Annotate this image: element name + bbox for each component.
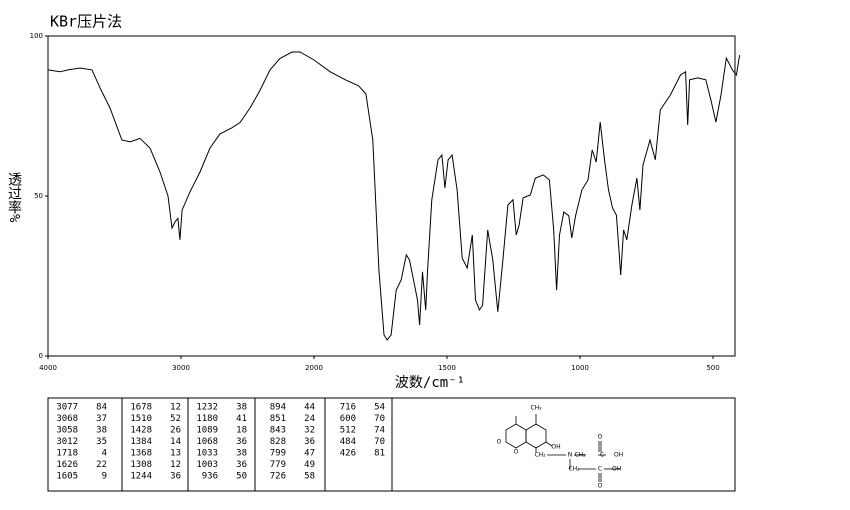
peak-transmittance: 32 [304, 426, 315, 436]
peak-wavenumber: 1308 [130, 460, 152, 470]
peak-wavenumber: 851 [270, 414, 286, 424]
table-dividers [121, 398, 393, 491]
peak-wavenumber: 894 [270, 403, 286, 413]
structure-label: OH [612, 466, 621, 473]
peak-transmittance: 24 [304, 414, 315, 424]
peak-wavenumber: 426 [340, 449, 356, 459]
structure-label: OH [614, 452, 623, 459]
x-tick-label: 1000 [571, 364, 589, 372]
peak-transmittance: 36 [236, 437, 247, 447]
peak-transmittance: 84 [96, 403, 107, 413]
peak-wavenumber: 3012 [56, 437, 78, 447]
peak-wavenumber: 1384 [130, 437, 152, 447]
peak-transmittance: 12 [170, 460, 181, 470]
structure-label: O [598, 483, 603, 490]
peak-wavenumber: 512 [340, 426, 356, 436]
structure-label: CH₂ [568, 466, 580, 473]
peak-transmittance: 36 [236, 460, 247, 470]
peak-wavenumber: 600 [340, 414, 356, 424]
structure-label: C [600, 452, 604, 459]
peak-transmittance: 52 [170, 414, 181, 424]
structure-bonds [505, 414, 620, 482]
structure-label: CH₂ [534, 452, 546, 459]
y-tick-label: 50 [34, 192, 43, 200]
peak-transmittance: 44 [304, 403, 315, 413]
peak-transmittance: 9 [102, 472, 107, 482]
peak-transmittance: 38 [236, 403, 247, 413]
y-tick-label: 0 [39, 352, 43, 360]
peak-wavenumber: 716 [340, 403, 356, 413]
y-axis-label: 透过率% [6, 172, 22, 223]
peak-transmittance: 41 [236, 414, 247, 424]
structure-label: O [598, 434, 603, 441]
peak-wavenumber: 1428 [130, 426, 152, 436]
chart-title: KBr压片法 [50, 13, 122, 31]
peak-wavenumber: 1718 [56, 449, 78, 459]
x-tick-label: 3000 [172, 364, 190, 372]
peak-transmittance: 38 [236, 449, 247, 459]
peak-wavenumber: 3077 [56, 403, 78, 413]
peak-transmittance: 36 [304, 437, 315, 447]
peak-wavenumber: 1232 [196, 403, 218, 413]
peak-wavenumber: 3058 [56, 426, 78, 436]
structure-label: OH [551, 444, 560, 451]
peak-transmittance: 38 [96, 426, 107, 436]
x-tick-label: 4000 [39, 364, 57, 372]
peak-wavenumber: 1626 [56, 460, 78, 470]
structure-label: O [514, 449, 519, 456]
peak-wavenumber: 1003 [196, 460, 218, 470]
y-tick-label: 100 [30, 32, 43, 40]
peak-transmittance: 22 [96, 460, 107, 470]
peak-transmittance: 12 [170, 403, 181, 413]
structure-label: O [497, 439, 502, 446]
peak-wavenumber: 1368 [130, 449, 152, 459]
peak-transmittance: 47 [304, 449, 315, 459]
peak-transmittance: 14 [170, 437, 181, 447]
peak-transmittance: 58 [304, 472, 315, 482]
peak-wavenumber: 843 [270, 426, 286, 436]
peak-wavenumber: 1678 [130, 403, 152, 413]
peak-transmittance: 54 [374, 403, 385, 413]
peak-transmittance: 37 [96, 414, 107, 424]
plot-frame [47, 35, 736, 357]
peak-wavenumber: 799 [270, 449, 286, 459]
structure-label: CH₃ [530, 405, 542, 412]
x-tick-label: 500 [706, 364, 719, 372]
peak-transmittance: 49 [304, 460, 315, 470]
peak-wavenumber: 484 [340, 437, 356, 447]
peak-wavenumber: 1244 [130, 472, 152, 482]
peak-transmittance: 36 [170, 472, 181, 482]
peak-wavenumber: 3068 [56, 414, 78, 424]
peak-wavenumber: 1510 [130, 414, 152, 424]
peak-transmittance: 81 [374, 449, 385, 459]
peak-wavenumber: 1089 [196, 426, 218, 436]
peak-transmittance: 70 [374, 437, 385, 447]
peak-wavenumber: 1180 [196, 414, 218, 424]
structure-label: N [568, 452, 573, 459]
peak-wavenumber: 1068 [196, 437, 218, 447]
peak-wavenumber: 726 [270, 472, 286, 482]
peak-wavenumber: 779 [270, 460, 286, 470]
x-tick-label: 2000 [305, 364, 323, 372]
peak-wavenumber: 1033 [196, 449, 218, 459]
peak-wavenumber: 1605 [56, 472, 78, 482]
structure-label: CH₂ [574, 452, 586, 459]
peak-transmittance: 74 [374, 426, 385, 436]
peak-wavenumber: 828 [270, 437, 286, 447]
peak-transmittance: 26 [170, 426, 181, 436]
peak-transmittance: 35 [96, 437, 107, 447]
peak-transmittance: 70 [374, 414, 385, 424]
peak-wavenumber: 936 [202, 472, 218, 482]
peak-transmittance: 4 [102, 449, 107, 459]
peak-transmittance: 50 [236, 472, 247, 482]
peak-transmittance: 18 [236, 426, 247, 436]
x-tick-label: 1500 [438, 364, 456, 372]
spectrum-line [47, 51, 741, 341]
peak-transmittance: 13 [170, 449, 181, 459]
structure-label: C [598, 466, 602, 473]
x-axis-label: 波数/cm⁻¹ [395, 375, 465, 391]
